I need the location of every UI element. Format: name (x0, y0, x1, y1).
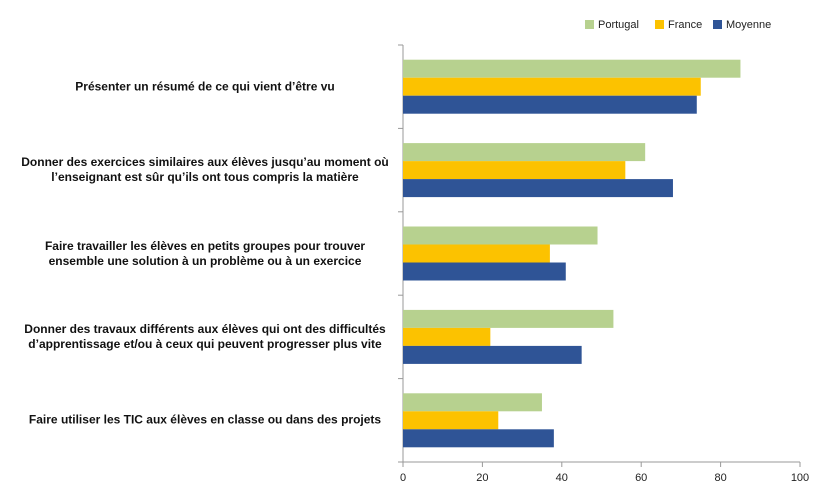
bar (403, 95, 697, 114)
bar (403, 77, 701, 96)
legend-swatch (655, 20, 664, 29)
category-label: Donner des travaux différents aux élèves… (24, 321, 386, 351)
x-tick-label: 80 (714, 472, 726, 484)
legend-label: Portugal (598, 19, 639, 31)
bar (403, 309, 614, 328)
bar (403, 143, 646, 162)
x-tick-label: 60 (635, 472, 647, 484)
legend-swatch (713, 20, 722, 29)
bar (403, 393, 542, 412)
bar (403, 161, 626, 180)
bar (403, 411, 499, 430)
category-label: Faire utiliser les TIC aux élèves en cla… (28, 412, 382, 427)
legend-label: France (668, 19, 702, 31)
x-tick-label: 20 (476, 472, 488, 484)
legend-swatch (585, 20, 594, 29)
bar (403, 429, 554, 448)
x-tick-label: 100 (791, 472, 809, 484)
x-tick-label: 40 (556, 472, 568, 484)
bar (403, 226, 598, 245)
bar (403, 262, 566, 281)
bar (403, 345, 582, 364)
bar (403, 59, 741, 78)
category-label: Présenter un résumé de ce qui vient d’êt… (75, 79, 335, 94)
bar (403, 327, 491, 346)
legend-label: Moyenne (726, 19, 771, 31)
bar (403, 244, 550, 263)
category-label: Faire travailler les élèves en petits gr… (44, 238, 366, 268)
bar (403, 179, 673, 198)
x-tick-label: 0 (400, 472, 406, 484)
category-label: Donner des exercices similaires aux élèv… (21, 155, 389, 185)
